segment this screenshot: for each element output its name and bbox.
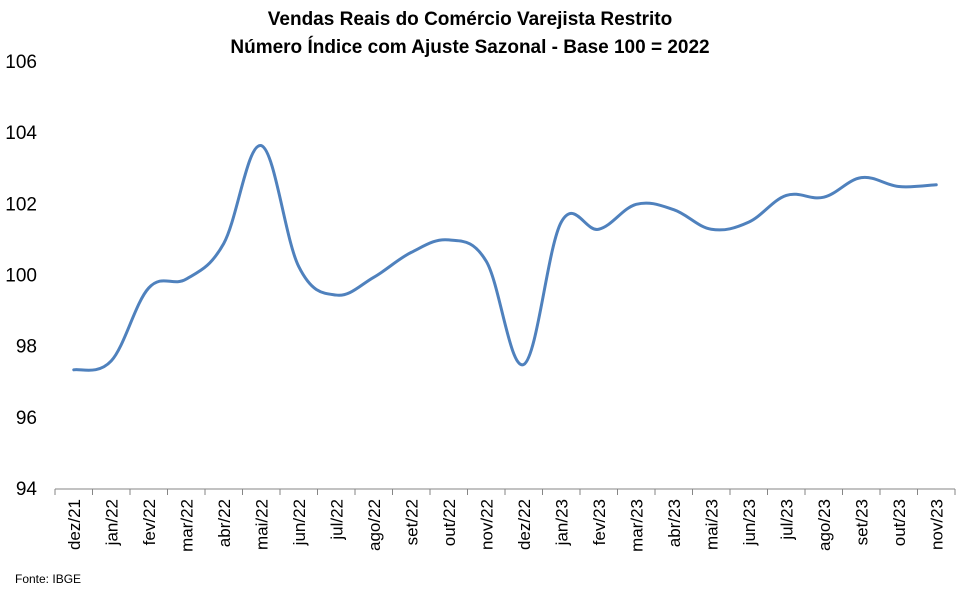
x-tick-label: jul/23 bbox=[777, 499, 796, 541]
x-tick-label: dez/22 bbox=[515, 499, 534, 550]
data-point-fev-22 bbox=[148, 287, 150, 289]
y-tick-label: 96 bbox=[16, 408, 37, 429]
x-tick-label: jan/23 bbox=[552, 499, 571, 546]
data-point-ago-22 bbox=[373, 276, 375, 278]
data-point-fev-23 bbox=[598, 228, 600, 230]
data-point-ago-23 bbox=[823, 196, 825, 198]
data-point-out-23 bbox=[898, 185, 900, 187]
series-line-0 bbox=[72, 144, 938, 372]
data-point-dez-22 bbox=[523, 363, 525, 365]
series-layer bbox=[72, 144, 938, 372]
y-tick-label: 102 bbox=[5, 194, 37, 215]
x-tick-label: nov/23 bbox=[927, 499, 946, 550]
data-point-jan-22 bbox=[110, 360, 112, 362]
y-tick-label: 100 bbox=[5, 266, 37, 287]
data-point-abr-22 bbox=[223, 242, 225, 244]
data-point-dez-21 bbox=[73, 369, 75, 371]
data-point-jun-23 bbox=[748, 221, 750, 223]
x-axis: dez/21 jan/22 fev/22 mar/22 abr/22 mai/22 jun/… bbox=[54, 488, 956, 552]
x-tick-label: set/23 bbox=[852, 499, 871, 545]
data-point-nov-22 bbox=[485, 260, 487, 262]
x-tick-label: dez/21 bbox=[65, 499, 84, 550]
x-tick-label: set/22 bbox=[402, 499, 421, 545]
data-point-out-22 bbox=[448, 239, 450, 241]
y-tick-label: 98 bbox=[16, 337, 37, 358]
x-tick-label: out/22 bbox=[440, 499, 459, 546]
y-tick-label: 106 bbox=[5, 52, 37, 73]
x-tick-label: abr/22 bbox=[215, 499, 234, 547]
source-note: Fonte: IBGE bbox=[15, 572, 81, 586]
x-tick-label: nov/22 bbox=[477, 499, 496, 550]
x-tick-label: ago/22 bbox=[365, 499, 384, 551]
data-point-set-22 bbox=[410, 251, 412, 253]
y-tick-label: 94 bbox=[16, 479, 38, 500]
x-tick-label: mar/23 bbox=[627, 499, 646, 552]
data-point-mar-22 bbox=[185, 278, 187, 280]
data-point-mar-23 bbox=[635, 203, 637, 205]
x-tick-label: abr/23 bbox=[665, 499, 684, 547]
data-point-abr-23 bbox=[673, 208, 675, 210]
x-tick-label: fev/22 bbox=[140, 499, 159, 545]
data-point-jul-23 bbox=[785, 194, 787, 196]
data-point-set-23 bbox=[860, 176, 862, 178]
data-point-jun-22 bbox=[298, 265, 300, 267]
x-tick-label: jul/22 bbox=[327, 499, 346, 541]
data-point-mai-23 bbox=[710, 228, 712, 230]
x-tick-label: jun/22 bbox=[290, 499, 309, 546]
x-tick-label: ago/23 bbox=[815, 499, 834, 551]
y-axis: 94 96 98 100 102 104 106 bbox=[5, 52, 37, 500]
x-tick-label: mar/22 bbox=[177, 499, 196, 552]
x-tick-label: mai/22 bbox=[252, 499, 271, 550]
x-tick-label: out/23 bbox=[890, 499, 909, 546]
data-point-mai-22 bbox=[260, 144, 262, 146]
data-point-jan-23 bbox=[560, 221, 562, 223]
data-point-jul-22 bbox=[335, 294, 337, 296]
data-point-nov-23 bbox=[935, 184, 937, 186]
chart-subtitle: Número Índice com Ajuste Sazonal - Base … bbox=[230, 36, 709, 58]
x-tick-label: fev/23 bbox=[590, 499, 609, 545]
chart-title: Vendas Reais do Comércio Varejista Restr… bbox=[268, 9, 672, 30]
x-tick-label: mai/23 bbox=[702, 499, 721, 550]
x-tick-label: jan/22 bbox=[102, 499, 121, 546]
x-tick-label: jun/23 bbox=[740, 499, 759, 546]
y-tick-label: 104 bbox=[5, 123, 37, 144]
